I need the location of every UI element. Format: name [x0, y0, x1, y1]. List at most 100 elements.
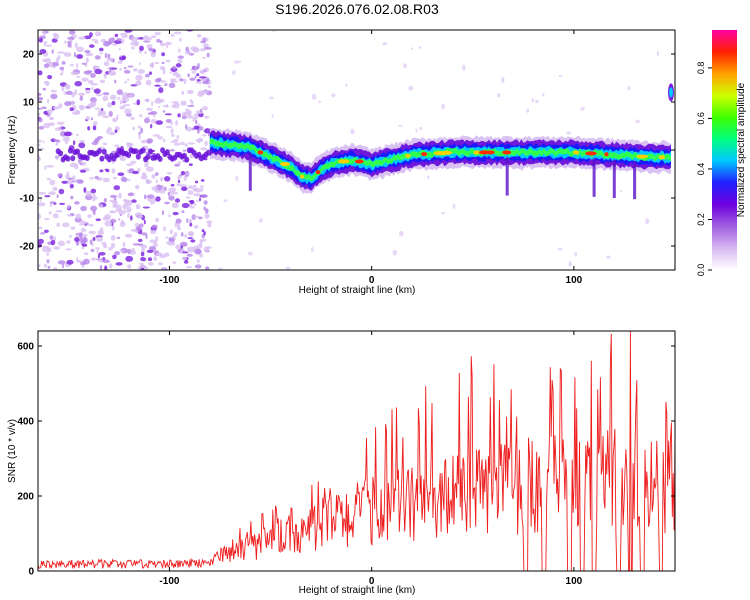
noise-blob: [69, 234, 72, 239]
noise-blob: [177, 161, 182, 165]
noise-blob: [81, 246, 85, 250]
noise-blob: [67, 204, 70, 209]
noise-blob: [64, 40, 67, 44]
faint-blob: [427, 175, 430, 179]
noise-blob: [177, 174, 182, 180]
noise-blob: [140, 267, 145, 270]
noise-blob: [55, 57, 60, 63]
noise-blob: [107, 127, 112, 132]
colorbar-label: Normalized spectral amplitude: [736, 82, 747, 217]
noise-blob: [93, 65, 99, 70]
noise-blob: [108, 37, 115, 44]
noise-blob: [182, 149, 187, 152]
noise-blob: [158, 99, 165, 103]
noise-blob: [203, 206, 206, 210]
noise-blob: [192, 187, 198, 192]
noise-blob: [114, 251, 120, 256]
noise-blob: [123, 69, 131, 74]
noise-blob: [56, 222, 60, 227]
noise-blob: [142, 35, 150, 41]
noise-band-blob: [75, 148, 81, 155]
noise-blob: [74, 42, 78, 49]
noise-blob: [142, 206, 150, 209]
noise-band-blob: [140, 147, 146, 154]
noise-blob: [145, 79, 152, 86]
noise-blob: [43, 63, 50, 69]
noise-blob: [45, 44, 53, 47]
noise-blob: [62, 222, 70, 228]
noise-blob: [59, 72, 64, 76]
noise-blob: [188, 189, 190, 196]
noise-blob: [81, 77, 89, 82]
noise-blob: [200, 90, 209, 94]
noise-blob: [117, 172, 125, 176]
noise-blob: [176, 134, 180, 140]
noise-blob: [205, 266, 210, 270]
noise-blob: [95, 218, 101, 222]
faint-blob: [542, 92, 545, 97]
colorbar-tick-label: 0.2: [696, 213, 706, 226]
noise-blob: [102, 115, 109, 119]
noise-blob: [189, 77, 196, 81]
noise-blob: [177, 58, 183, 64]
noise-blob: [181, 256, 187, 261]
noise-blob: [94, 107, 101, 110]
noise-blob: [68, 30, 76, 35]
noise-blob: [152, 242, 159, 247]
noise-blob: [116, 89, 123, 95]
noise-blob: [204, 140, 208, 147]
noise-blob: [159, 40, 163, 44]
noise-blob: [137, 125, 142, 129]
noise-blob: [207, 223, 212, 228]
noise-blob: [200, 108, 203, 113]
noise-blob: [65, 174, 70, 180]
noise-blob: [91, 101, 97, 107]
noise-blob: [137, 69, 145, 74]
noise-blob: [96, 93, 103, 97]
noise-blob: [178, 48, 181, 53]
noise-blob: [158, 87, 164, 94]
noise-blob: [49, 179, 56, 186]
noise-blob: [172, 65, 176, 70]
noise-blob: [206, 52, 210, 58]
noise-blob: [59, 202, 66, 205]
noise-blob: [42, 245, 49, 248]
noise-blob: [94, 175, 99, 180]
noise-blob: [114, 79, 117, 84]
noise-blob: [195, 81, 202, 84]
noise-blob: [124, 81, 128, 84]
noise-blob: [59, 66, 65, 71]
noise-blob: [123, 67, 127, 70]
faint-blob: [501, 77, 505, 83]
noise-blob: [64, 101, 72, 107]
snr-y-tick-label: 0: [28, 567, 34, 578]
noise-blob: [187, 247, 190, 252]
noise-blob: [155, 120, 163, 125]
faint-blob: [606, 255, 611, 259]
noise-blob: [122, 97, 130, 102]
noise-blob: [200, 147, 208, 151]
faint-blob: [566, 131, 572, 135]
edge-feature-inner: [669, 87, 673, 98]
noise-blob: [90, 205, 98, 212]
noise-blob: [175, 73, 182, 79]
noise-blob: [56, 194, 59, 199]
noise-blob: [89, 44, 95, 48]
noise-blob: [202, 81, 210, 85]
noise-blob: [74, 237, 80, 242]
faint-blob: [269, 96, 274, 100]
noise-blob: [146, 249, 154, 253]
noise-blob: [109, 67, 118, 70]
noise-blob: [134, 222, 139, 227]
noise-blob: [140, 232, 148, 236]
noise-blob: [170, 33, 175, 37]
noise-blob: [149, 197, 157, 204]
noise-blob: [110, 235, 116, 241]
faint-blob: [558, 75, 563, 78]
noise-blob: [103, 198, 107, 203]
noise-blob: [204, 67, 209, 73]
noise-blob: [194, 203, 197, 207]
colorbar: 0.0 0.2 0.4 0.6 0.8 Normalized spectral ampl…: [696, 30, 747, 276]
noise-blob: [90, 248, 95, 253]
signal-hotspot: [473, 150, 480, 155]
